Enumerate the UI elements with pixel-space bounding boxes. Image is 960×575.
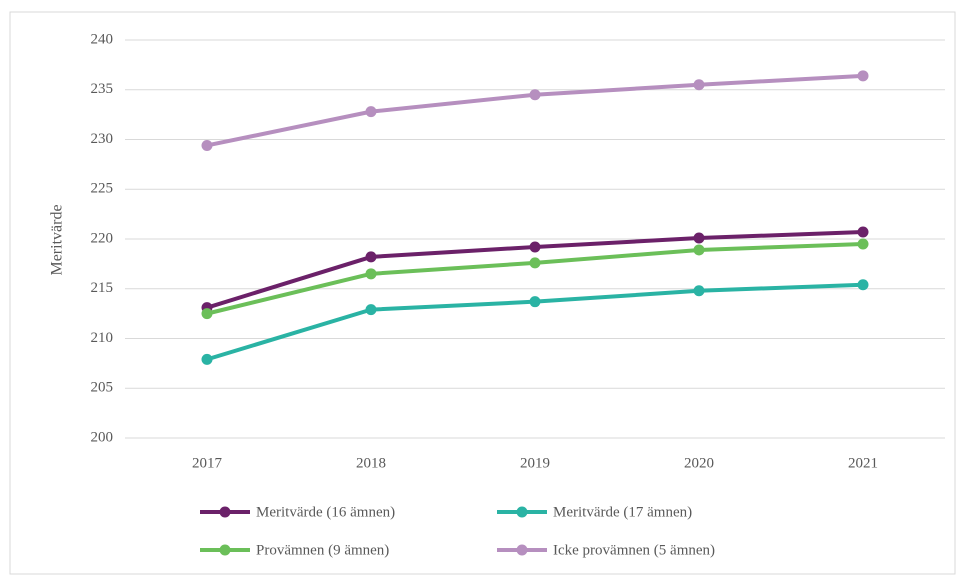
y-tick-label: 240 [91, 31, 114, 47]
legend-marker [219, 544, 231, 556]
point [529, 257, 541, 269]
y-tick-label: 235 [91, 81, 114, 97]
point [693, 79, 705, 91]
point [693, 232, 705, 244]
legend-marker [219, 506, 231, 518]
point [201, 353, 213, 365]
y-tick-label: 220 [91, 230, 114, 246]
point [529, 241, 541, 253]
point [693, 285, 705, 297]
point [857, 70, 869, 82]
point [365, 106, 377, 118]
point [693, 244, 705, 256]
point [857, 279, 869, 291]
point [365, 268, 377, 280]
x-tick-label: 2017 [192, 455, 223, 471]
legend-marker [516, 544, 528, 556]
legend-label: Provämnen (9 ämnen) [256, 542, 389, 558]
y-tick-label: 205 [91, 380, 114, 396]
y-tick-label: 200 [91, 429, 114, 445]
chart-frame [9, 11, 956, 575]
legend-label: Meritvärde (17 ämnen) [553, 504, 692, 520]
x-tick-label: 2018 [356, 455, 386, 471]
point [365, 251, 377, 263]
y-tick-label: 215 [91, 280, 114, 296]
point [529, 89, 541, 101]
point [201, 308, 213, 320]
legend-marker [516, 506, 528, 518]
legend-label: Icke provämnen (5 ämnen) [553, 542, 715, 558]
point [529, 296, 541, 308]
y-tick-label: 210 [91, 330, 114, 346]
point [857, 226, 869, 238]
point [201, 139, 213, 151]
point [365, 304, 377, 316]
point [857, 238, 869, 250]
x-tick-label: 2020 [684, 455, 714, 471]
x-tick-label: 2019 [520, 455, 550, 471]
legend-label: Meritvärde (16 ämnen) [256, 504, 395, 520]
y-tick-label: 225 [91, 181, 114, 197]
y-axis-label: Meritvärde [49, 204, 66, 275]
y-tick-label: 230 [91, 131, 114, 147]
x-tick-label: 2021 [848, 455, 878, 471]
